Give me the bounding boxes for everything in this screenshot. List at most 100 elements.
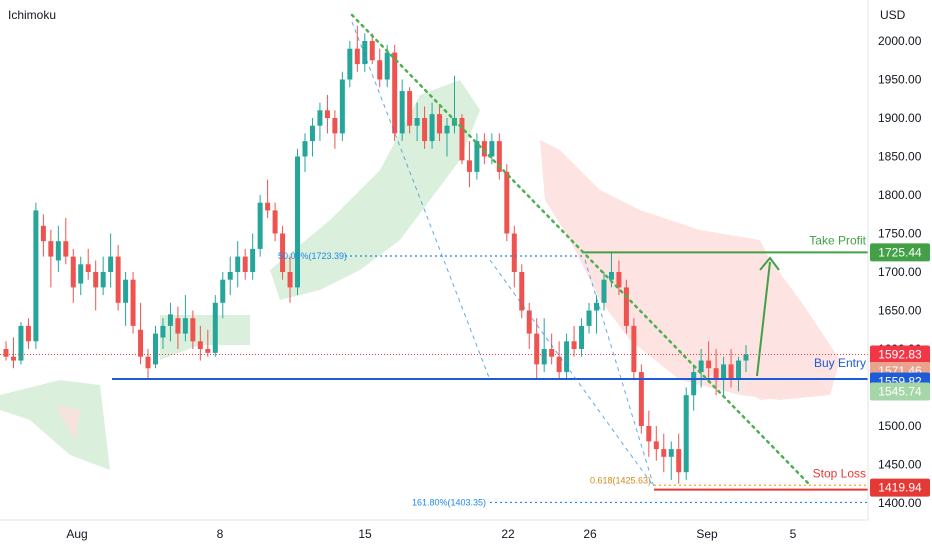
fib-1618-label: 161.80%(1403.35)	[412, 497, 486, 507]
candle-body	[429, 114, 435, 142]
candle-body	[138, 329, 144, 357]
candle-body	[33, 210, 39, 342]
candle-body	[55, 241, 61, 261]
cloud-green-shape	[160, 315, 250, 360]
stop-loss-tag: 1419.94	[878, 481, 922, 495]
candle-body	[556, 356, 562, 373]
candle-body	[653, 441, 659, 450]
candle-body	[123, 279, 129, 303]
take-profit-label: Take Profit	[809, 233, 866, 247]
candle-body	[339, 79, 345, 134]
y-tick-label: 1950.00	[878, 73, 922, 87]
candle-body	[354, 48, 360, 65]
candle-body	[257, 202, 263, 249]
y-tick-label: 1400.00	[878, 496, 922, 510]
candle-body	[190, 318, 196, 342]
candle-body	[145, 356, 151, 369]
candle-body	[160, 325, 166, 338]
candle-body	[407, 91, 413, 126]
candle-body	[152, 333, 158, 365]
candle-body	[40, 225, 46, 242]
candle-body	[317, 110, 323, 126]
candle-body	[623, 287, 629, 326]
fib-diagonal	[489, 259, 655, 488]
candle-body	[250, 248, 256, 272]
candle-body	[280, 233, 286, 272]
candle-body	[541, 349, 547, 365]
candle-body	[18, 325, 24, 361]
candle-body	[519, 272, 525, 311]
last-price-tag: 1592.83	[878, 348, 922, 362]
candle-body	[295, 156, 301, 288]
candle-body	[93, 272, 99, 288]
candle-body	[459, 118, 465, 161]
cloud-green-shape	[270, 80, 480, 300]
candle-body	[272, 210, 278, 234]
candle-body	[309, 125, 315, 142]
candle-body	[526, 310, 532, 334]
candle-body	[205, 349, 211, 353]
candle-series	[3, 25, 749, 484]
candle-body	[227, 272, 233, 280]
candle-body	[616, 272, 622, 288]
candle-body	[197, 341, 203, 349]
indicator-label[interactable]: Ichimoku	[8, 8, 57, 22]
candle-body	[683, 395, 689, 473]
candle-body	[324, 110, 330, 118]
candle-body	[212, 302, 218, 353]
stop-loss-label: Stop Loss	[813, 467, 866, 481]
candle-body	[638, 372, 644, 426]
drawings: Take Profit Buy Entry Stop Loss 50.00%(1723…	[0, 13, 868, 507]
candle-body	[736, 360, 742, 380]
y-tick-label: 1750.00	[878, 227, 922, 241]
candle-body	[564, 341, 570, 373]
cloud-red-shape	[740, 380, 830, 400]
candle-body	[3, 349, 9, 357]
take-profit-tag-bg	[870, 243, 930, 262]
candle-body	[369, 41, 375, 61]
candle-body	[721, 364, 727, 380]
candle-body	[579, 325, 585, 349]
green-level-tag: 1545.74	[878, 385, 922, 399]
fib-50-label: 50.00%(1723.39)	[278, 251, 347, 261]
candle-body	[534, 333, 540, 365]
candle-body	[182, 318, 188, 334]
candle-body	[220, 279, 226, 303]
candle-body	[496, 141, 502, 172]
candle-body	[481, 141, 487, 157]
candle-body	[466, 160, 472, 172]
candle-body	[743, 354, 749, 361]
candle-body	[437, 114, 443, 134]
candle-body	[586, 310, 592, 326]
candle-body	[10, 356, 16, 361]
candle-body	[601, 279, 607, 303]
x-tick-label: 26	[583, 527, 597, 541]
fib-618-label: 0.618(1425.63)	[590, 475, 651, 485]
candle-body	[571, 341, 577, 349]
last-price-tag-bg	[870, 345, 930, 364]
candle-body	[392, 52, 398, 134]
candle-body	[511, 233, 517, 272]
currency-label: USD	[880, 8, 906, 22]
cloud-red-shape	[540, 140, 840, 400]
stop-loss-tag-bg	[870, 478, 930, 497]
candle-body	[549, 349, 555, 357]
candle-body	[85, 264, 91, 272]
x-tick-label: Sep	[696, 527, 718, 541]
candle-body	[70, 256, 76, 288]
candle-body	[167, 314, 173, 326]
y-tick-label: 1900.00	[878, 111, 922, 125]
candle-body	[698, 360, 704, 373]
y-tick-label: 1800.00	[878, 188, 922, 202]
candle-body	[384, 52, 390, 80]
y-tick-label: 1650.00	[878, 304, 922, 318]
candle-body	[489, 141, 495, 157]
candle-body	[362, 41, 368, 65]
candle-body	[594, 302, 600, 311]
x-tick-label: 8	[217, 527, 224, 541]
x-tick-label: 22	[501, 527, 515, 541]
green-level-tag-bg	[870, 382, 930, 401]
candle-body	[399, 91, 405, 134]
candle-body	[676, 449, 682, 473]
